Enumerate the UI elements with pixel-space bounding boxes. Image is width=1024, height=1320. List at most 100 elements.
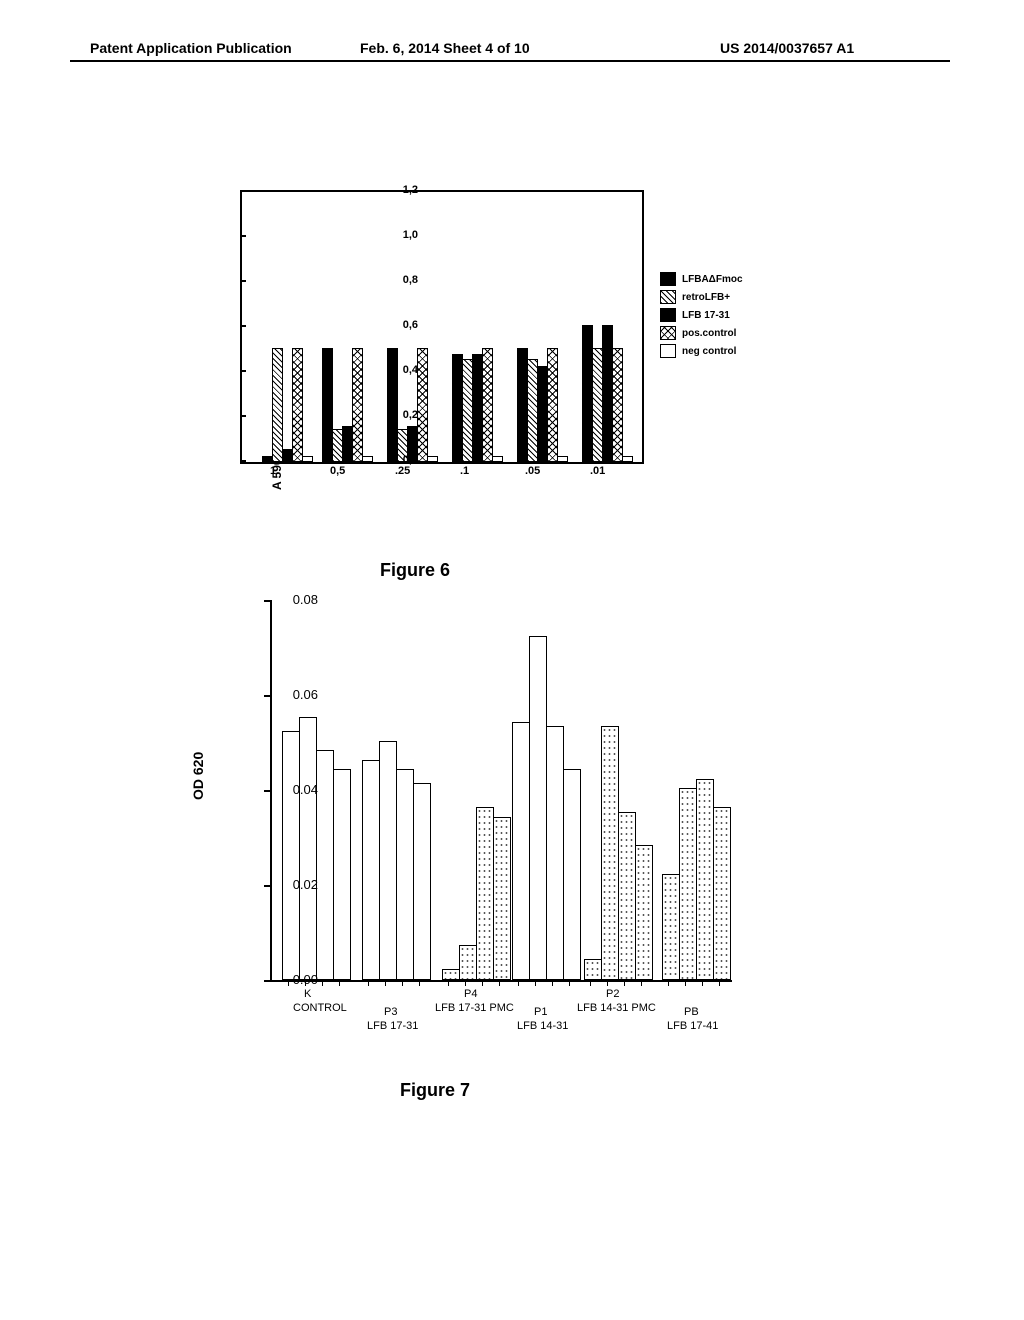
fig7-bar (635, 845, 653, 980)
fig6-ytick: 1,2 (403, 184, 418, 196)
fig7-bar (546, 726, 564, 980)
fig7-xlabel-name: LFB 17-31 PMC (435, 1002, 514, 1014)
fig6-legend-item: LFB 17-31 (660, 306, 743, 324)
fig6-legend-item: LFBAΔFmoc (660, 270, 743, 288)
fig6-bar (492, 456, 503, 463)
fig7-xtick (465, 980, 466, 986)
fig7-xlabel-name: CONTROL (293, 1002, 347, 1014)
fig6-xlabel: 1 (270, 465, 276, 477)
fig7-xtick (499, 980, 500, 986)
fig7-bar (333, 769, 351, 980)
fig7-ytick-mark (264, 790, 272, 792)
fig6-ytick-mark (240, 460, 246, 462)
fig6-bar (427, 456, 438, 463)
legend-swatch (660, 272, 676, 286)
fig6-caption: Figure 6 (380, 560, 450, 581)
fig7-bar (679, 788, 697, 980)
fig7-xlabel-name: LFB 14-31 (517, 1020, 568, 1032)
fig7-ytick: 0.04 (293, 782, 318, 797)
fig6-ytick-mark (240, 325, 246, 327)
fig6-legend-item: neg control (660, 342, 743, 360)
fig7-xtick (624, 980, 625, 986)
fig6-ytick: 1,0 (403, 229, 418, 241)
fig6-ytick-mark (240, 190, 246, 192)
fig6-bar (482, 348, 493, 463)
fig7-xlabel-code: PB (684, 1006, 699, 1018)
fig6-ytick: 0,6 (403, 319, 418, 331)
fig7-xlabel-code: P3 (384, 1006, 397, 1018)
fig7-bar (316, 750, 334, 980)
fig6-bar (547, 348, 558, 463)
fig7-xtick (339, 980, 340, 986)
fig7-xtick (719, 980, 720, 986)
legend-swatch (660, 308, 676, 322)
fig7-xtick (385, 980, 386, 986)
fig7-ylabel: OD 620 (190, 752, 206, 800)
fig7-caption: Figure 7 (400, 1080, 470, 1101)
fig7-xlabel-name: LFB 17-41 (667, 1020, 718, 1032)
legend-label: neg control (682, 346, 736, 357)
figure7: OD 620 0.000.020.040.060.08 KCONTROLP3LF… (220, 600, 780, 1060)
header-right: US 2014/0037657 A1 (720, 40, 854, 56)
fig7-bar (584, 959, 602, 980)
fig6-bar (352, 348, 363, 463)
fig7-bar (713, 807, 731, 980)
fig7-xtick (685, 980, 686, 986)
fig6-bar (622, 456, 633, 463)
fig7-ytick-mark (264, 980, 272, 982)
fig7-bar (662, 874, 680, 981)
fig6-ytick-mark (240, 415, 246, 417)
fig7-xtick (305, 980, 306, 986)
fig6-xlabel: .01 (590, 465, 605, 477)
fig7-bar (299, 717, 317, 980)
fig7-xtick (419, 980, 420, 986)
fig7-xtick (607, 980, 608, 986)
fig7-xtick (448, 980, 449, 986)
fig7-xtick (368, 980, 369, 986)
fig6-ytick: 0,8 (403, 274, 418, 286)
fig7-bar (413, 783, 431, 980)
fig7-bar (396, 769, 414, 980)
fig7-ytick-mark (264, 885, 272, 887)
fig6-ytick: 0,2 (403, 409, 418, 421)
fig6-bar (272, 348, 283, 463)
fig7-xtick (535, 980, 536, 986)
fig7-bar (493, 817, 511, 981)
fig7-bar (476, 807, 494, 980)
fig7-xtick (569, 980, 570, 986)
fig6-bar (557, 456, 568, 463)
fig7-ytick-mark (264, 695, 272, 697)
header-mid: Feb. 6, 2014 Sheet 4 of 10 (360, 40, 530, 56)
fig7-bar (282, 731, 300, 980)
legend-label: pos.control (682, 328, 736, 339)
fig7-ytick-mark (264, 600, 272, 602)
fig6-xlabel: .1 (460, 465, 469, 477)
fig7-ytick: 0.08 (293, 592, 318, 607)
fig7-xtick (668, 980, 669, 986)
fig7-bar (563, 769, 581, 980)
fig7-xlabel-code: P1 (534, 1006, 547, 1018)
fig7-bar (529, 636, 547, 980)
fig6-xlabel: 0,5 (330, 465, 345, 477)
fig7-bar (601, 726, 619, 980)
fig6-chart-area (240, 190, 644, 464)
fig7-ytick: 0.02 (293, 877, 318, 892)
fig6-bar (362, 456, 373, 463)
fig6-ytick: 0,4 (403, 364, 418, 376)
fig7-xtick (402, 980, 403, 986)
fig7-bar (696, 779, 714, 981)
fig7-ytick: 0.06 (293, 687, 318, 702)
fig7-xtick (288, 980, 289, 986)
fig6-legend-item: pos.control (660, 324, 743, 342)
legend-swatch (660, 326, 676, 340)
fig7-bar (442, 969, 460, 981)
fig7-bar (379, 741, 397, 981)
fig6-bar (612, 348, 623, 463)
legend-label: LFBAΔFmoc (682, 274, 743, 285)
fig7-xtick (518, 980, 519, 986)
header-rule (70, 60, 950, 62)
fig7-xtick (641, 980, 642, 986)
fig7-bar (618, 812, 636, 980)
fig7-xtick (590, 980, 591, 986)
figure6: A 590 nm 0,00,20,40,60,81,01,2 10,5.25.1… (180, 190, 820, 510)
